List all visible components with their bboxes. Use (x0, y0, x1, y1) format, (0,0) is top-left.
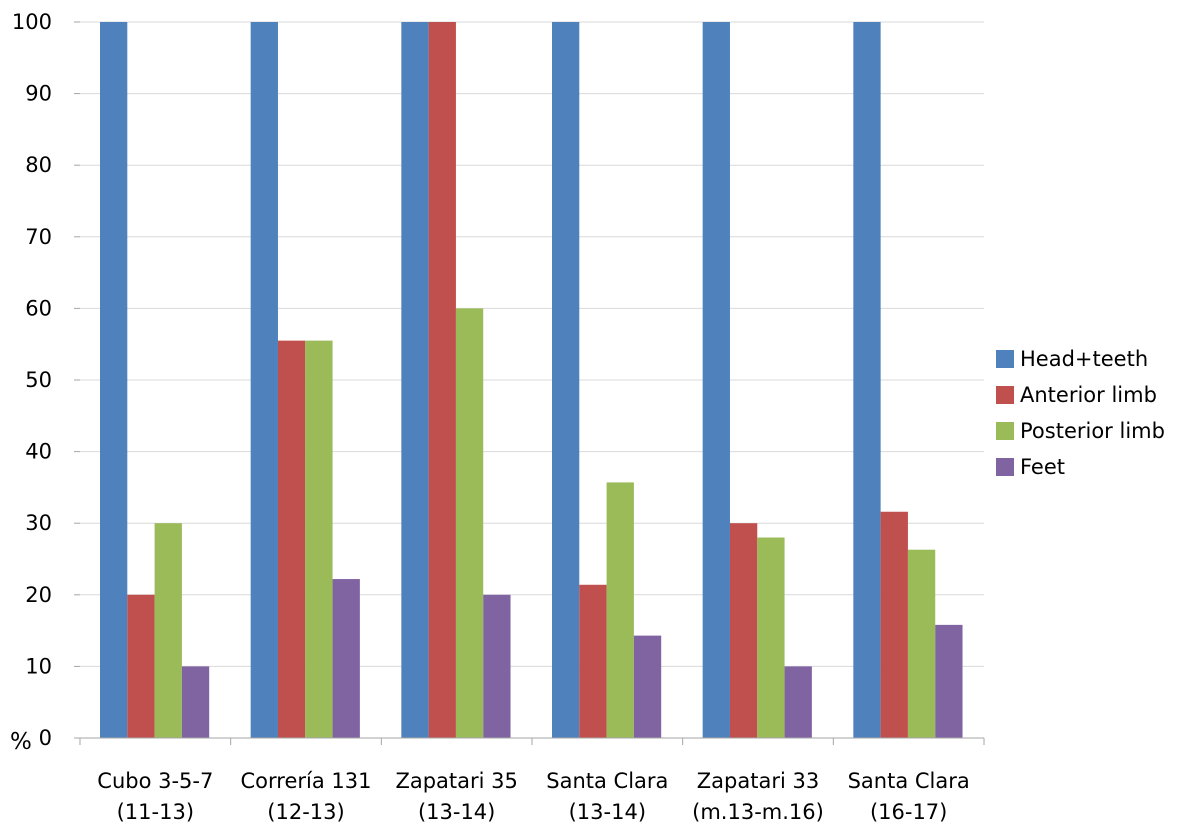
legend-swatch (996, 422, 1014, 440)
bar-head-teeth (100, 22, 128, 738)
bar-feet (483, 594, 511, 738)
y-tick-label: 100 (12, 10, 52, 34)
axes (74, 21, 985, 745)
legend: Head+teeth Anterior limb Posterior limb Fee… (996, 347, 1165, 479)
gridlines (80, 21, 984, 667)
bar-head-teeth (250, 22, 278, 738)
bar-posterior-limb (907, 549, 936, 738)
x-category-label: Santa Clara (16-17) (848, 769, 970, 824)
x-category-label: Cubo 3-5-7 (11-13) (97, 769, 213, 824)
x-category-label: Correría 131 (12-13) (241, 769, 372, 824)
bar-anterior-limb (880, 511, 908, 738)
x-category-label: Zapatari 35 (13-14) (395, 769, 517, 824)
bar-posterior-limb (757, 537, 785, 738)
y-tick-label: 0 (39, 726, 52, 750)
bar-posterior-limb (455, 308, 484, 738)
x-category-label: Santa Clara (13-14) (546, 769, 668, 824)
y-tick-label: 20 (25, 583, 52, 607)
y-tick-label: 30 (25, 511, 52, 535)
legend-label: Head+teeth (1020, 347, 1148, 371)
bar-feet (332, 579, 360, 738)
bar-posterior-limb (305, 340, 333, 738)
bar-anterior-limb (729, 523, 758, 738)
bar-anterior-limb (277, 340, 306, 738)
bar-head-teeth (853, 22, 881, 738)
legend-label: Anterior limb (1020, 383, 1157, 407)
legend-swatch (996, 458, 1014, 476)
y-tick-label: 10 (25, 654, 52, 678)
legend-label: Feet (1020, 455, 1065, 479)
x-category-label: Zapatari 33 (m.13-m.16) (692, 769, 824, 824)
bar-anterior-limb (579, 584, 607, 738)
bar-head-teeth (702, 22, 730, 738)
bar-feet (935, 624, 963, 738)
legend-swatch (996, 386, 1014, 404)
bar-anterior-limb (127, 594, 155, 738)
y-tick-labels: 0 10 20 30 40 50 60 70 80 90 100 (12, 10, 52, 750)
bar-head-teeth (401, 22, 429, 738)
y-tick-label: 80 (25, 153, 52, 177)
bar-anterior-limb (428, 22, 456, 738)
y-tick-label: 70 (25, 225, 52, 249)
y-axis-label: % (10, 729, 32, 755)
legend-label: Posterior limb (1020, 419, 1165, 443)
bar-feet (181, 666, 210, 738)
bar-feet (633, 635, 662, 738)
y-tick-label: 50 (25, 368, 52, 392)
y-tick-label: 40 (25, 440, 52, 464)
bar-head-teeth (552, 22, 580, 738)
bar-posterior-limb (606, 482, 634, 738)
bar-feet (784, 666, 812, 738)
y-tick-label: 60 (25, 296, 52, 320)
y-tick-label: 90 (25, 82, 52, 106)
legend-swatch (996, 350, 1014, 368)
bars (100, 22, 963, 738)
bar-posterior-limb (154, 523, 182, 738)
x-category-labels: Cubo 3-5-7 (11-13) Correría 131 (12-13) Zapa… (97, 769, 969, 824)
